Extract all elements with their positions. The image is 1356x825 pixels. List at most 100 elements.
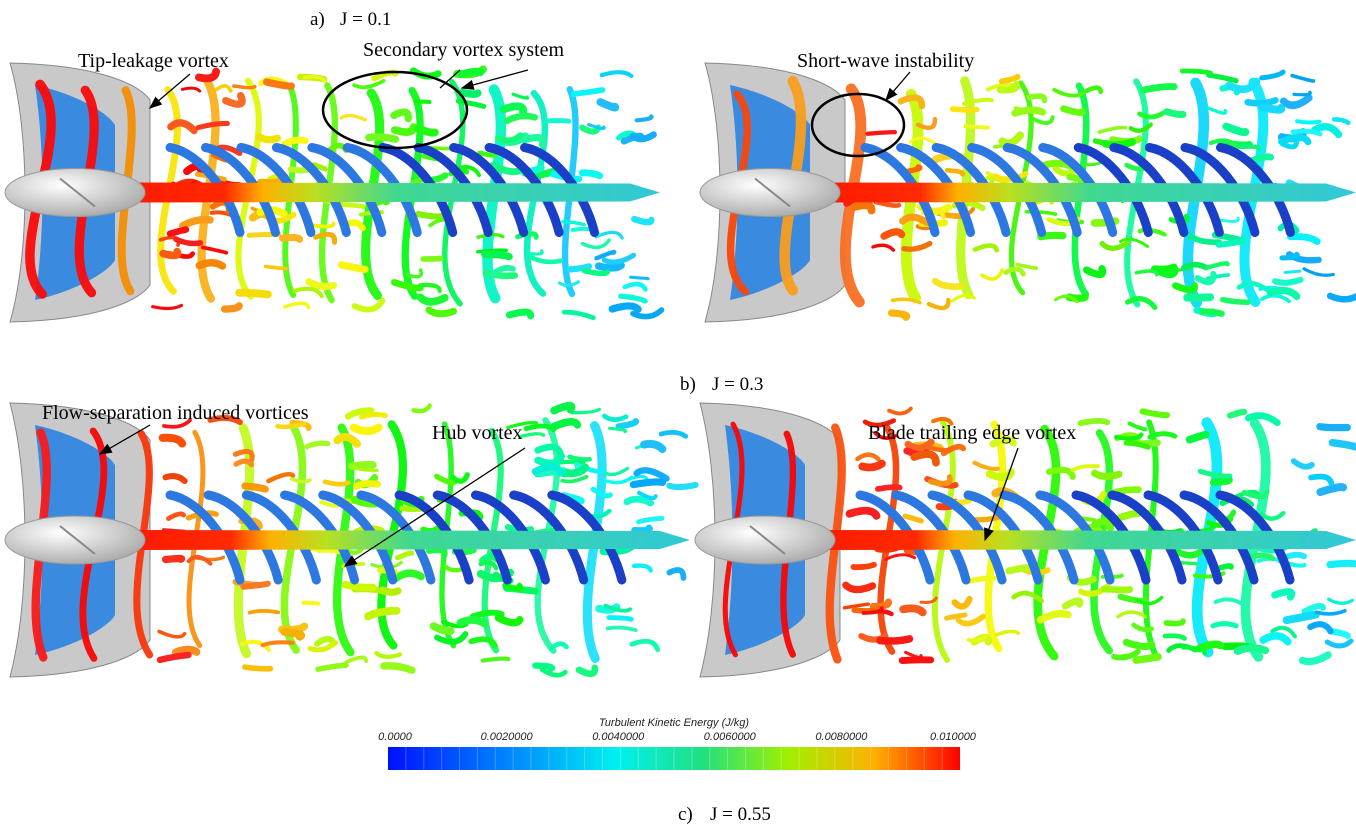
small-vortex <box>1015 262 1039 271</box>
small-vortex <box>919 596 938 604</box>
small-vortex <box>602 413 629 423</box>
helical-vortex <box>271 143 351 237</box>
small-vortex <box>926 297 951 311</box>
small-vortex <box>1204 261 1230 270</box>
small-vortex <box>1091 469 1123 480</box>
small-vortex <box>457 67 485 78</box>
arrow <box>343 447 526 567</box>
small-vortex <box>311 221 336 229</box>
small-vortex <box>1011 106 1047 117</box>
small-vortex <box>241 482 269 493</box>
helical-vortex <box>855 490 935 585</box>
colorbar-ticks: 0.0000 0.0020000 0.0040000 0.0060000 0.00800… <box>378 731 977 743</box>
small-vortex <box>1163 108 1187 119</box>
small-vortex <box>351 466 379 472</box>
helical-vortex <box>1109 143 1189 237</box>
small-vortex <box>1177 561 1198 566</box>
small-vortex <box>980 268 1004 281</box>
small-vortex <box>1122 638 1156 651</box>
small-vortex <box>873 431 897 440</box>
helical-vortex <box>963 490 1043 585</box>
small-vortex <box>1292 90 1312 97</box>
hub <box>4 515 146 565</box>
small-vortex <box>1077 418 1111 427</box>
panel-caption: J = 0.55 <box>710 804 771 825</box>
small-vortex <box>469 609 505 620</box>
small-vortex <box>549 418 582 431</box>
small-vortex <box>884 553 917 561</box>
small-vortex <box>1259 69 1286 81</box>
colorbar-bands <box>405 747 943 770</box>
small-vortex <box>604 466 630 477</box>
blade-root <box>749 525 786 555</box>
arrow <box>149 73 191 109</box>
small-vortex <box>949 106 980 113</box>
small-vortex <box>902 513 924 524</box>
small-vortex <box>315 662 349 672</box>
small-vortex <box>594 261 625 272</box>
panel-label: b) <box>680 374 696 395</box>
helical-vortex <box>509 490 589 585</box>
panel-caption: J = 0.3 <box>712 374 763 395</box>
small-vortex <box>924 445 954 453</box>
small-vortex <box>570 87 606 97</box>
helical-vortex <box>1107 490 1187 585</box>
small-vortex <box>162 418 192 429</box>
small-vortex <box>1099 240 1130 251</box>
helical-vortex <box>1144 143 1224 237</box>
small-vortex <box>1100 585 1134 594</box>
arrow <box>98 424 151 455</box>
small-vortex <box>1272 276 1304 286</box>
small-vortex <box>1045 466 1076 480</box>
helical-vortex <box>860 143 940 237</box>
small-vortex <box>429 622 455 636</box>
small-vortex <box>1233 644 1270 655</box>
vortex-images <box>4 62 1356 678</box>
small-vortex <box>1181 645 1207 656</box>
small-vortex <box>195 120 230 131</box>
small-vortex <box>636 490 658 501</box>
helical-vortex <box>1035 490 1115 585</box>
colorbar-tick-label: 0.0080000 <box>815 731 868 743</box>
small-vortex <box>157 629 187 639</box>
small-vortex <box>499 102 528 116</box>
helical-vortex <box>413 143 493 237</box>
small-vortex <box>502 582 524 592</box>
small-vortex <box>1208 138 1239 149</box>
helical-vortex <box>432 490 512 585</box>
colorbar-gradient <box>388 747 960 770</box>
arrow <box>439 69 461 89</box>
small-vortex <box>392 569 425 583</box>
small-vortex <box>1119 237 1150 248</box>
small-vortex <box>1116 610 1147 619</box>
small-vortex <box>970 513 1003 523</box>
small-vortex <box>1132 653 1162 664</box>
small-vortex <box>998 73 1021 85</box>
small-vortex <box>951 595 973 610</box>
small-vortex <box>348 460 377 470</box>
small-vortex <box>263 264 289 271</box>
vortex-panel <box>694 402 1356 678</box>
small-vortex <box>339 113 367 122</box>
small-vortex <box>417 282 442 294</box>
small-vortex <box>904 438 935 452</box>
small-vortex <box>1053 294 1079 304</box>
small-vortex <box>1207 106 1228 115</box>
small-vortex <box>478 560 499 571</box>
small-vortex <box>173 236 204 247</box>
small-vortex <box>520 133 547 148</box>
small-vortex <box>1137 110 1166 120</box>
small-vortex <box>314 636 336 647</box>
small-vortex <box>450 472 470 484</box>
small-vortex <box>605 625 638 632</box>
small-vortex <box>364 606 401 621</box>
small-vortex <box>1326 559 1356 569</box>
helical-vortex <box>927 490 1007 585</box>
small-vortex <box>908 136 936 145</box>
small-vortex <box>505 308 535 320</box>
small-vortex <box>151 303 184 311</box>
small-vortex <box>186 554 213 566</box>
small-vortex <box>620 474 649 484</box>
small-vortex <box>1163 618 1186 627</box>
small-vortex <box>156 651 192 664</box>
